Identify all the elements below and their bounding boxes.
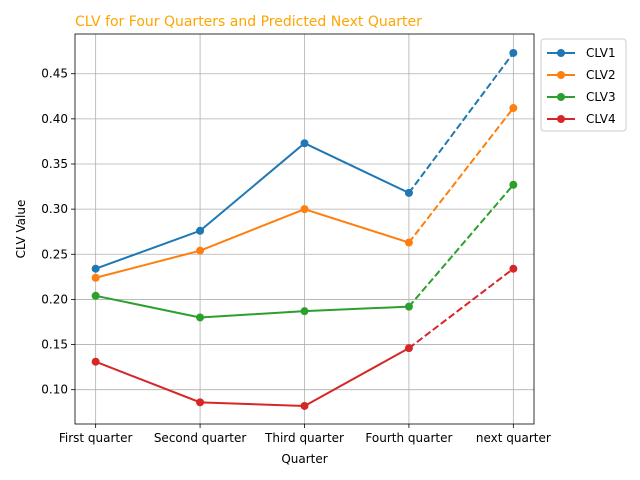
data-point-clv1 — [404, 188, 413, 197]
plot-frame — [74, 33, 535, 425]
data-point-clv4 — [404, 344, 413, 353]
predicted-line-clv2 — [408, 107, 515, 244]
y-tick-label: 0.15 — [41, 338, 68, 352]
chart-title: CLV for Four Quarters and Predicted Next… — [75, 14, 422, 30]
legend-label: CLV4 — [586, 112, 616, 126]
y-tick-label: 0.25 — [41, 247, 68, 261]
series-line-clv3 — [95, 294, 409, 319]
data-point-clv2 — [91, 273, 100, 282]
data-point-clv1 — [91, 264, 100, 273]
x-tick-label: Fourth quarter — [365, 431, 452, 445]
series-line-clv4 — [95, 347, 410, 407]
x-tick-label: Second quarter — [154, 431, 247, 445]
legend-marker — [557, 93, 565, 101]
data-point-clv1 — [196, 226, 205, 235]
legend-marker — [557, 115, 565, 123]
predicted-line-clv3 — [408, 184, 515, 308]
predicted-line-clv4 — [408, 267, 514, 349]
x-tick-label: Third quarter — [264, 431, 344, 445]
y-tick-label: 0.10 — [41, 383, 68, 397]
data-point-clv3 — [404, 302, 413, 311]
data-point-clv4 — [91, 357, 100, 366]
y-tick-label: 0.40 — [41, 112, 68, 126]
legend-label: CLV3 — [586, 90, 616, 104]
predicted-line-clv1 — [408, 52, 515, 194]
grid — [75, 34, 534, 424]
data-point-clv3 — [91, 291, 100, 300]
data-point-clv3 — [300, 307, 309, 316]
series-line-clv1 — [95, 142, 410, 270]
y-axis-label: CLV Value — [14, 200, 28, 259]
data-point-clv1 — [509, 48, 518, 57]
y-tick-label: 0.35 — [41, 157, 68, 171]
series-layer — [91, 48, 518, 410]
legend-box — [540, 38, 627, 132]
data-point-clv4 — [196, 398, 205, 407]
x-tick-label: First quarter — [59, 431, 133, 445]
legend-label: CLV2 — [586, 68, 616, 82]
legend: CLV1 CLV2 CLV3 CLV4 — [540, 38, 627, 132]
series-line-clv2 — [95, 208, 410, 279]
x-tick-label: next quarter — [476, 431, 551, 445]
data-point-clv2 — [509, 104, 518, 113]
data-point-clv2 — [404, 238, 413, 247]
axes: First quarter Second quarter Third quarter… — [41, 33, 551, 445]
legend-marker — [557, 49, 565, 57]
y-tick-label: 0.20 — [41, 292, 68, 306]
y-tick-label: 0.45 — [41, 67, 68, 81]
legend-label: CLV1 — [586, 46, 616, 60]
data-point-clv3 — [509, 180, 518, 189]
data-point-clv3 — [196, 313, 205, 322]
data-point-clv1 — [300, 139, 309, 148]
legend-marker — [557, 71, 565, 79]
data-point-clv2 — [300, 205, 309, 214]
data-point-clv2 — [196, 246, 205, 255]
x-axis-label: Quarter — [281, 452, 327, 466]
data-point-clv4 — [509, 264, 518, 273]
y-tick-label: 0.30 — [41, 202, 68, 216]
data-point-clv4 — [300, 401, 309, 410]
